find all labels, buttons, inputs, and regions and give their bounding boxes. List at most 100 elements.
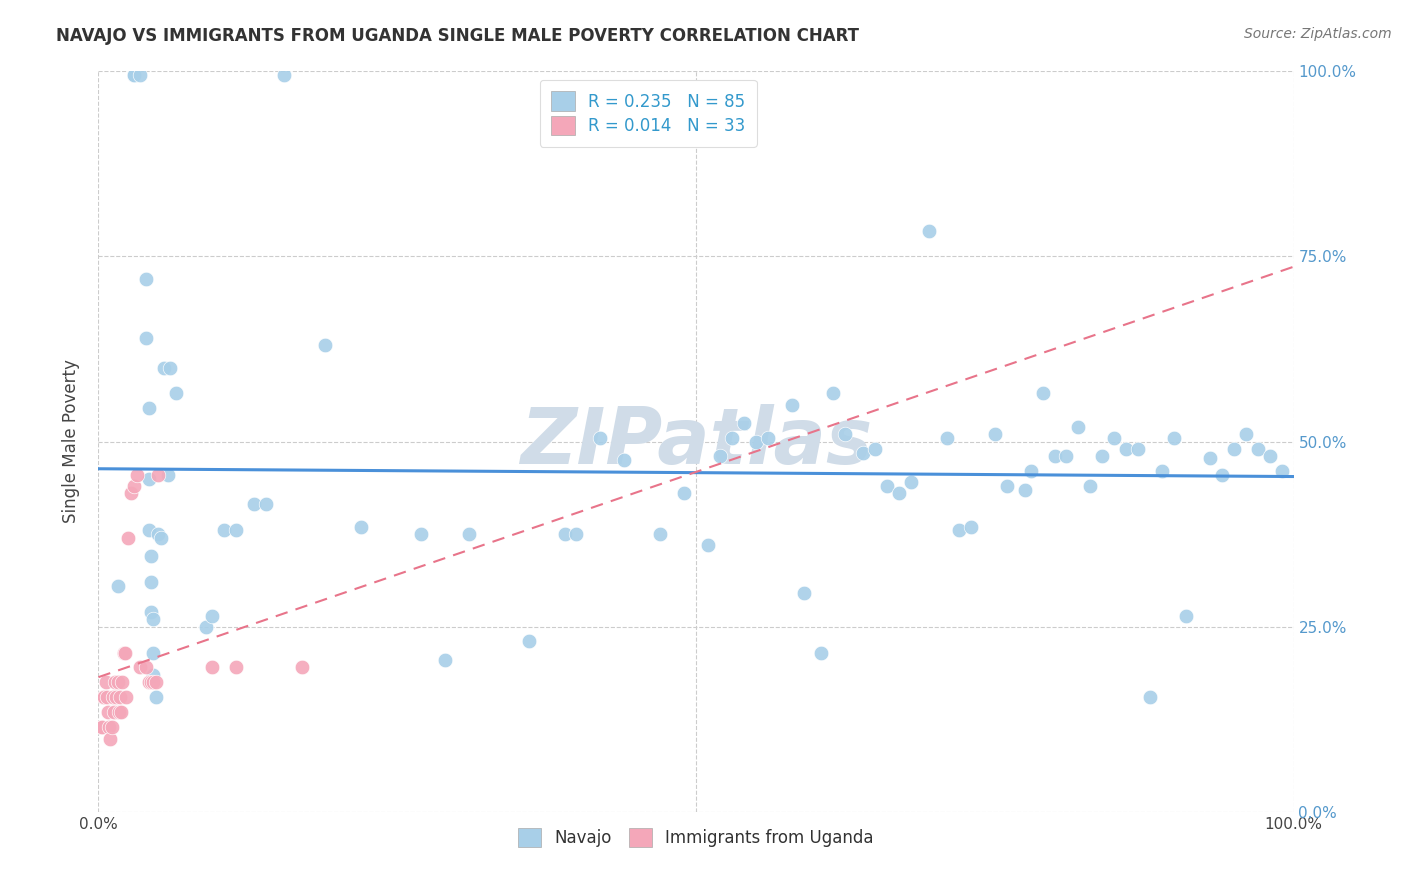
Point — [565, 527, 588, 541]
Point — [1175, 608, 1198, 623]
Point — [1271, 464, 1294, 478]
Point — [149, 531, 172, 545]
Point — [852, 445, 875, 459]
Point — [673, 486, 696, 500]
Point — [110, 705, 132, 719]
Point — [1032, 386, 1054, 401]
Point — [1091, 450, 1114, 464]
Point — [139, 675, 162, 690]
Point — [554, 527, 576, 541]
Point — [97, 705, 120, 719]
Point — [91, 690, 114, 704]
Point — [129, 660, 152, 674]
Point — [107, 675, 129, 690]
Point — [517, 634, 540, 648]
Text: Source: ZipAtlas.com: Source: ZipAtlas.com — [1244, 27, 1392, 41]
Point — [458, 527, 481, 541]
Point — [793, 586, 815, 600]
Y-axis label: Single Male Poverty: Single Male Poverty — [62, 359, 80, 524]
Point — [1152, 464, 1174, 478]
Point — [138, 524, 160, 538]
Point — [98, 732, 122, 747]
Point — [112, 646, 135, 660]
Point — [111, 675, 134, 690]
Point — [159, 360, 181, 375]
Point — [129, 68, 152, 82]
Point — [117, 531, 139, 545]
Point — [104, 675, 127, 690]
Point — [225, 524, 247, 538]
Point — [156, 467, 179, 482]
Point — [135, 331, 157, 345]
Point — [91, 720, 114, 734]
Point — [876, 479, 898, 493]
Point — [165, 386, 187, 401]
Point — [225, 660, 247, 674]
Point — [1234, 427, 1257, 442]
Point — [135, 271, 157, 285]
Point — [865, 442, 887, 456]
Point — [101, 690, 124, 704]
Point — [124, 68, 146, 82]
Point — [1211, 467, 1233, 482]
Point — [212, 524, 235, 538]
Point — [995, 479, 1018, 493]
Point — [124, 68, 146, 82]
Point — [148, 467, 170, 482]
Point — [142, 612, 165, 626]
Point — [434, 653, 457, 667]
Point — [243, 498, 266, 512]
Point — [984, 427, 1007, 442]
Point — [823, 386, 845, 401]
Point — [889, 486, 911, 500]
Point — [93, 690, 115, 704]
Point — [936, 431, 959, 445]
Point — [115, 690, 138, 704]
Point — [273, 68, 295, 82]
Point — [107, 579, 129, 593]
Text: ZIPatlas: ZIPatlas — [520, 403, 872, 480]
Point — [153, 360, 176, 375]
Point — [124, 479, 146, 493]
Point — [139, 549, 162, 564]
Legend: Navajo, Immigrants from Uganda: Navajo, Immigrants from Uganda — [506, 816, 886, 859]
Point — [142, 646, 165, 660]
Point — [125, 467, 148, 482]
Point — [1115, 442, 1137, 456]
Point — [138, 471, 160, 485]
Point — [135, 660, 157, 674]
Point — [1139, 690, 1161, 704]
Point — [1067, 419, 1090, 434]
Point — [107, 705, 129, 719]
Point — [138, 401, 160, 416]
Point — [142, 675, 165, 690]
Point — [139, 575, 162, 590]
Point — [1223, 442, 1246, 456]
Point — [1128, 442, 1150, 456]
Text: NAVAJO VS IMMIGRANTS FROM UGANDA SINGLE MALE POVERTY CORRELATION CHART: NAVAJO VS IMMIGRANTS FROM UGANDA SINGLE … — [56, 27, 859, 45]
Point — [721, 431, 744, 445]
Point — [105, 690, 128, 704]
Point — [139, 605, 162, 619]
Point — [1014, 483, 1036, 497]
Point — [918, 223, 941, 237]
Point — [810, 646, 832, 660]
Point — [103, 705, 125, 719]
Point — [709, 450, 731, 464]
Point — [98, 720, 121, 734]
Point — [114, 646, 136, 660]
Point — [195, 619, 218, 633]
Point — [254, 498, 277, 512]
Point — [733, 416, 755, 430]
Point — [96, 690, 118, 704]
Point — [108, 690, 131, 704]
Point — [1104, 431, 1126, 445]
Point — [142, 667, 165, 681]
Point — [90, 720, 112, 734]
Point — [145, 690, 167, 704]
Point — [960, 519, 983, 533]
Point — [697, 538, 720, 552]
Point — [94, 675, 117, 690]
Point — [411, 527, 433, 541]
Point — [648, 527, 672, 541]
